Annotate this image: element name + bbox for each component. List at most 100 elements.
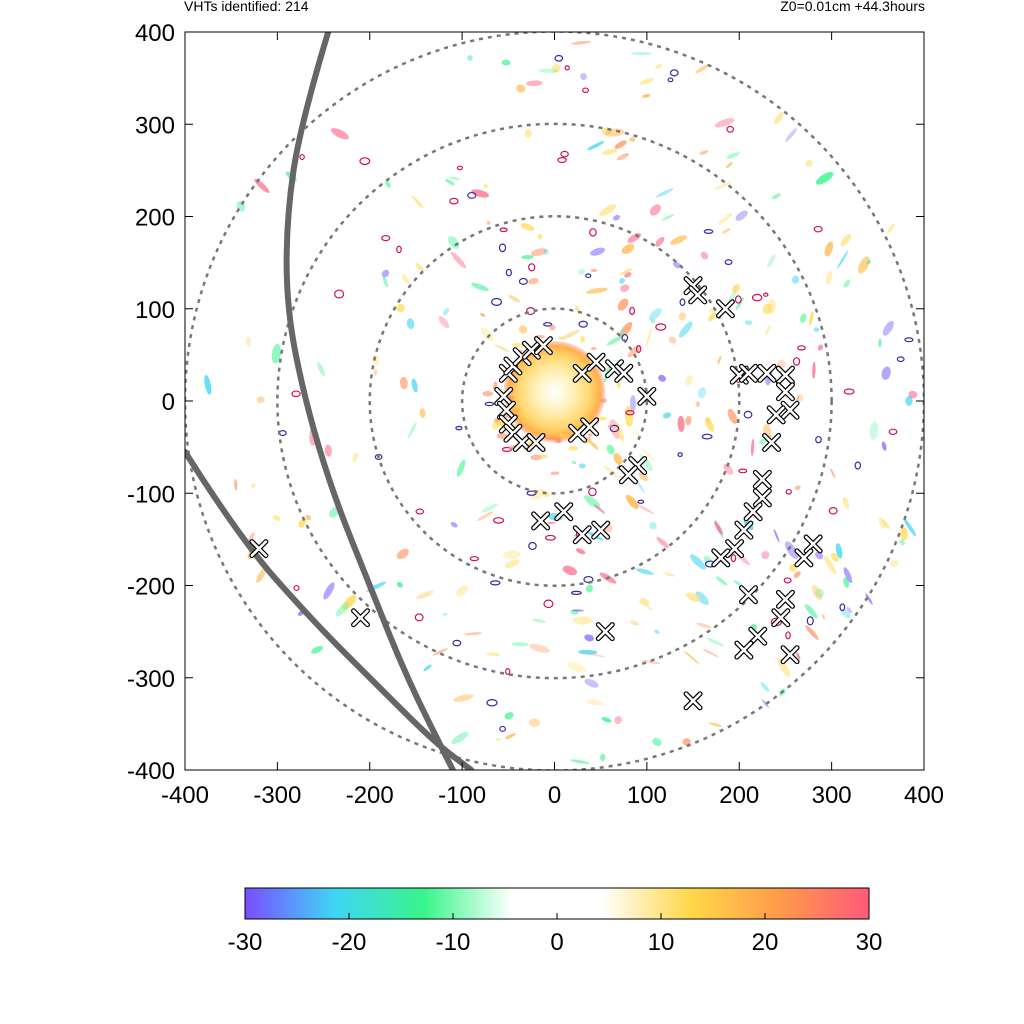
heat-speckle <box>733 580 744 587</box>
heat-speckle <box>543 248 549 256</box>
vht-marker <box>554 502 574 522</box>
heat-speckle <box>480 327 494 341</box>
heat-speckle <box>570 759 590 765</box>
contour-loop <box>904 337 914 343</box>
vht-marker <box>614 363 634 383</box>
range-ring-100 <box>460 307 649 495</box>
heat-speckle <box>614 716 622 725</box>
contour-loop <box>726 125 735 133</box>
heat-speckle <box>415 262 424 272</box>
heat-speckle <box>408 422 417 438</box>
x-tick-label: -100 <box>438 782 486 809</box>
contour-loop <box>499 227 508 233</box>
heat-speckle <box>616 153 630 161</box>
heat-speckle <box>903 518 917 537</box>
heat-speckle <box>552 64 561 73</box>
heat-speckle <box>352 452 359 463</box>
heat-speckle <box>649 204 661 216</box>
heat-speckle <box>700 251 709 260</box>
contour-loop <box>467 191 477 199</box>
contour-loop <box>557 157 567 164</box>
heat-speckle <box>794 485 801 490</box>
vht-marker <box>775 382 795 402</box>
heat-speckle <box>486 652 500 657</box>
heat-speckle <box>658 374 666 382</box>
vht-marker <box>794 548 814 568</box>
heat-speckle <box>773 528 780 543</box>
heat-speckle <box>761 699 769 708</box>
heat-speckle <box>697 387 707 399</box>
heat-speckle <box>704 417 715 432</box>
heat-speckle <box>841 609 851 619</box>
contour-loop <box>679 298 686 307</box>
vht-marker <box>762 433 782 453</box>
heat-speckle <box>396 548 409 560</box>
heat-speckle <box>765 325 771 336</box>
contour-loop <box>762 292 769 297</box>
heat-speckle <box>635 503 655 515</box>
heat-speckle <box>811 585 823 601</box>
heat-speckle <box>516 84 526 93</box>
x-tick-label: -300 <box>253 782 301 809</box>
contour-loop <box>815 435 822 444</box>
heat-speckle <box>656 537 669 549</box>
colorbar-tick-label: 30 <box>856 929 883 956</box>
contour-loop <box>492 517 505 524</box>
heat-speckle <box>840 233 852 246</box>
heat-speckle <box>578 649 598 655</box>
heat-speckle <box>602 149 617 155</box>
heat-speckle <box>504 559 520 568</box>
heat-speckle <box>650 319 656 324</box>
heat-speckle <box>813 327 820 332</box>
heat-speckle <box>445 179 455 186</box>
heat-speckle <box>777 658 791 677</box>
heat-speckle <box>677 415 685 432</box>
heat-speckle <box>593 504 606 514</box>
eyewall-speckle <box>590 347 597 351</box>
heat-speckle <box>882 320 894 336</box>
contour-loop <box>677 452 683 458</box>
contour-loop <box>792 357 801 366</box>
contour-loop <box>526 490 537 496</box>
vht-marker <box>738 585 758 605</box>
heat-speckle <box>627 345 641 358</box>
vht-marker <box>683 691 703 711</box>
heat-speckle <box>471 282 489 292</box>
eyewall-speckle <box>545 436 558 441</box>
heat-speckle <box>311 645 324 654</box>
heat-speckle <box>727 408 738 424</box>
heat-speckle <box>547 521 556 524</box>
heat-speckle <box>585 584 593 593</box>
heat-speckle <box>385 180 391 188</box>
heat-speckle <box>825 270 833 285</box>
contour-loop <box>484 401 495 407</box>
contour-loop <box>498 243 507 253</box>
heat-speckle <box>684 375 693 386</box>
heat-speckle <box>423 664 432 672</box>
heat-speckle <box>599 204 617 217</box>
contour-loop <box>291 390 301 398</box>
heat-speckle <box>661 214 675 221</box>
vht-marker <box>249 539 269 559</box>
x-tick-label: 400 <box>904 782 944 809</box>
vht-marker <box>775 365 795 385</box>
contour-loop <box>806 616 814 626</box>
heat-speckle <box>450 522 458 528</box>
heat-speckle <box>585 652 606 658</box>
heat-speckle <box>792 275 799 284</box>
contour-loop <box>589 228 597 237</box>
vht-marker <box>803 534 823 554</box>
heat-speckle <box>501 59 511 66</box>
vht-marker <box>526 433 546 453</box>
heat-speckle <box>442 307 450 316</box>
eyewall-speckle <box>558 433 569 438</box>
heat-speckle <box>900 527 908 540</box>
eyewall-speckle <box>558 336 564 340</box>
colorbar-tick-label: -30 <box>228 929 263 956</box>
heat-speckle <box>578 463 586 469</box>
heat-speckle <box>785 128 797 142</box>
heat-speckle <box>504 712 514 720</box>
y-tick-label: 400 <box>135 20 175 47</box>
heat-speckle <box>399 376 408 390</box>
heat-speckle <box>247 532 255 542</box>
